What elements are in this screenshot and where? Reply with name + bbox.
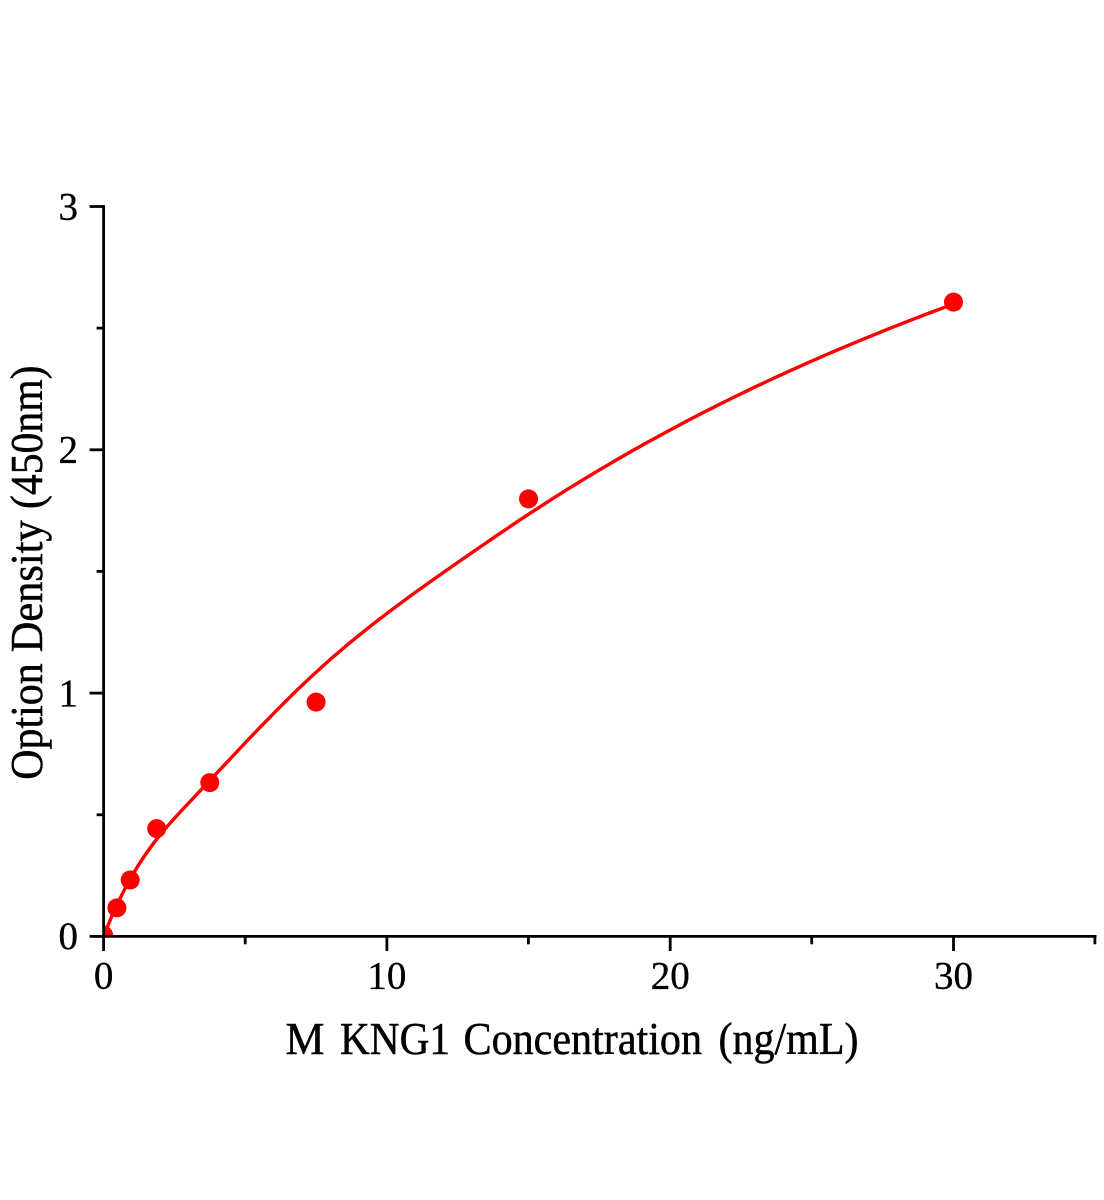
svg-text:(ng/mL): (ng/mL) xyxy=(719,1013,859,1064)
svg-text:0: 0 xyxy=(94,955,114,998)
svg-text:(450nm): (450nm) xyxy=(1,366,52,510)
svg-text:Option: Option xyxy=(1,663,52,780)
svg-text:KNG1: KNG1 xyxy=(340,1013,450,1064)
svg-text:10: 10 xyxy=(367,955,406,998)
svg-text:3: 3 xyxy=(59,185,79,228)
svg-text:0: 0 xyxy=(59,915,79,958)
svg-text:M: M xyxy=(286,1013,325,1064)
svg-text:Concentration: Concentration xyxy=(464,1013,703,1064)
svg-text:20: 20 xyxy=(651,955,690,998)
svg-text:30: 30 xyxy=(934,955,973,998)
svg-text:2: 2 xyxy=(59,429,79,472)
svg-text:Density: Density xyxy=(1,520,52,652)
svg-text:1: 1 xyxy=(59,672,79,715)
